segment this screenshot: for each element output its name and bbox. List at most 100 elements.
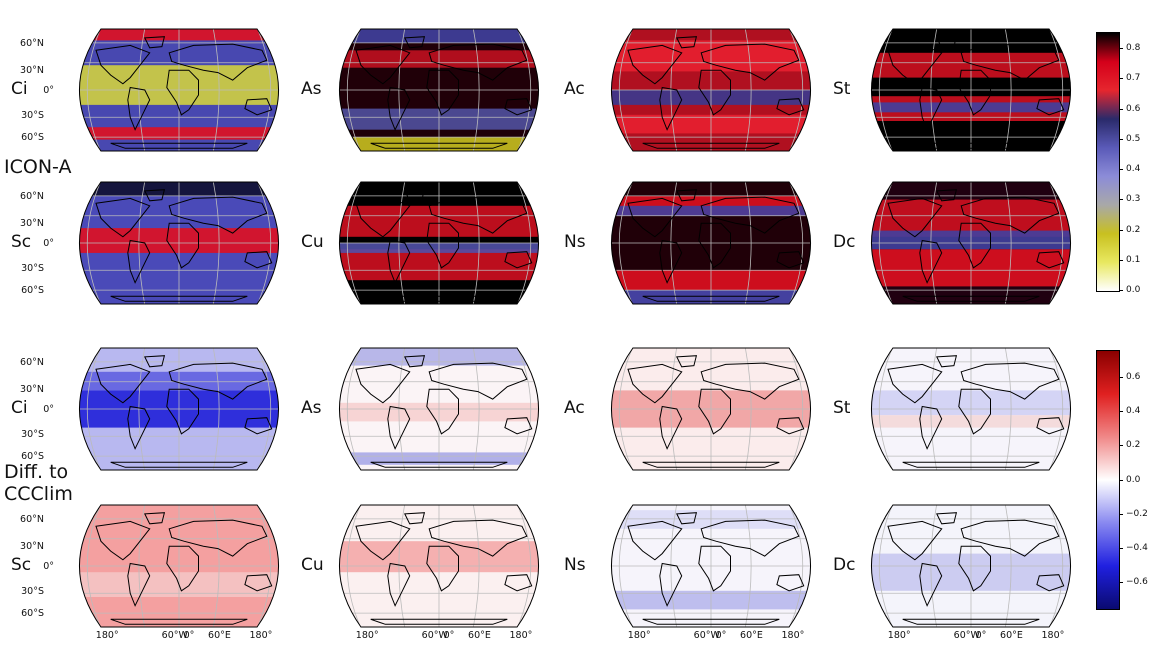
colorbar-top	[1096, 32, 1120, 292]
colorbar-tick: 0.2	[1126, 224, 1141, 235]
colorbar-tick: 0.4	[1126, 405, 1141, 416]
colorbar-tick-mark	[1119, 479, 1123, 481]
map-panel-cu-5	[338, 181, 540, 305]
lon-label: 180°	[95, 630, 119, 641]
map-panel-dc-7	[870, 181, 1072, 305]
map-panel-st-11	[870, 347, 1072, 471]
colorbar-tick-mark	[1119, 199, 1123, 201]
colorbar-tick-mark	[1119, 169, 1123, 171]
lon-label: 60°E	[740, 630, 763, 641]
panel-label-st: St	[832, 79, 852, 99]
colorbar-tick-mark	[1119, 513, 1123, 515]
colorbar-tick: 0.5	[1126, 133, 1141, 144]
colorbar-tick-mark	[1119, 78, 1123, 80]
colorbar-tick: 0.2	[1126, 440, 1141, 451]
panel-label-as: As	[300, 79, 323, 99]
lat-label: 30°S	[21, 109, 44, 121]
lon-label: 60°W	[953, 630, 980, 641]
panel-label-cu: Cu	[300, 232, 325, 252]
colorbar-tick-mark	[1119, 259, 1123, 261]
map-panel-ci-8	[78, 347, 280, 471]
map-panel-ci-0	[78, 28, 280, 152]
lat-label: 60°S	[21, 608, 44, 620]
panel-label-ci: Ci	[10, 398, 29, 418]
lon-label: 0°	[443, 630, 455, 641]
lat-label: 60°N	[20, 513, 44, 525]
map-panel-cu-13	[338, 504, 540, 628]
lon-label: 60°W	[693, 630, 720, 641]
lon-label: 180°	[249, 630, 273, 641]
map-panel-ns-6	[610, 181, 812, 305]
lat-label: 60°N	[20, 356, 44, 368]
panel-label-dc: Dc	[832, 555, 857, 575]
map-panel-sc-4	[78, 181, 280, 305]
lat-label: 60°S	[21, 451, 44, 463]
lon-label: 180°	[509, 630, 533, 641]
map-panel-as-9	[338, 347, 540, 471]
colorbar-tick: 0.8	[1126, 43, 1141, 54]
panel-label-ac: Ac	[563, 79, 586, 99]
lat-label: 30°S	[21, 428, 44, 440]
lon-label: 60°E	[1000, 630, 1023, 641]
colorbar-tick-mark	[1119, 582, 1123, 584]
lat-label: 30°S	[21, 585, 44, 597]
lon-label: 60°E	[208, 630, 231, 641]
panel-label-sc: Sc	[10, 555, 33, 575]
colorbar-tick-mark	[1119, 290, 1123, 291]
map-panel-ns-14	[610, 504, 812, 628]
lon-label: 180°	[781, 630, 805, 641]
panel-label-dc: Dc	[832, 232, 857, 252]
group-label-diff-line2: CCClim	[4, 483, 73, 505]
panel-label-ns: Ns	[563, 232, 587, 252]
colorbar-tick-mark	[1119, 48, 1123, 50]
lon-label: 180°	[355, 630, 379, 641]
lat-label: 0°	[43, 561, 54, 572]
lon-label: 0°	[975, 630, 987, 641]
colorbar-tick-mark	[1119, 138, 1123, 140]
map-panel-as-1	[338, 28, 540, 152]
colorbar-tick: 0.7	[1126, 73, 1141, 84]
lat-label: 0°	[43, 404, 54, 415]
lon-label: 0°	[715, 630, 727, 641]
lat-label: 60°N	[20, 37, 44, 49]
panel-label-cu: Cu	[300, 555, 325, 575]
colorbar-tick-mark	[1119, 445, 1123, 447]
lon-label: 60°E	[468, 630, 491, 641]
colorbar-tick: 0.3	[1126, 194, 1141, 205]
panel-label-ac: Ac	[563, 398, 586, 418]
colorbar-tick: 0.6	[1126, 371, 1141, 382]
panel-label-as: As	[300, 398, 323, 418]
colorbar-tick: −0.6	[1126, 577, 1148, 588]
colorbar-tick: 0.1	[1126, 254, 1141, 265]
group-label-icon-a: ICON-A	[4, 156, 72, 178]
colorbar-tick: 0.0	[1126, 474, 1141, 485]
colorbar-tick: −0.2	[1126, 508, 1148, 519]
lat-label: 30°S	[21, 262, 44, 274]
lat-label: 60°S	[21, 285, 44, 297]
colorbar-bottom	[1096, 350, 1120, 610]
lat-label: 0°	[43, 85, 54, 96]
colorbar-tick: 0.0	[1126, 285, 1141, 295]
lon-label: 0°	[183, 630, 195, 641]
panel-label-ns: Ns	[563, 555, 587, 575]
lat-label: 30°N	[20, 218, 44, 230]
colorbar-tick-mark	[1119, 108, 1123, 110]
panel-label-ci: Ci	[10, 79, 29, 99]
lon-label: 60°W	[421, 630, 448, 641]
colorbar-tick: −0.4	[1126, 543, 1148, 554]
lat-label: 60°N	[20, 190, 44, 202]
lat-label: 30°N	[20, 384, 44, 396]
map-panel-st-3	[870, 28, 1072, 152]
lat-label: 30°N	[20, 541, 44, 553]
colorbar-tick-mark	[1119, 410, 1123, 412]
lat-label: 60°S	[21, 132, 44, 144]
lon-label: 180°	[1041, 630, 1065, 641]
lon-label: 180°	[627, 630, 651, 641]
map-panel-ac-10	[610, 347, 812, 471]
colorbar-tick: 0.6	[1126, 103, 1141, 114]
colorbar-tick-mark	[1119, 229, 1123, 231]
map-panel-dc-15	[870, 504, 1072, 628]
colorbar-tick-mark	[1119, 376, 1123, 378]
lon-label: 60°W	[161, 630, 188, 641]
group-label-diff-line1: Diff. to	[4, 461, 69, 483]
